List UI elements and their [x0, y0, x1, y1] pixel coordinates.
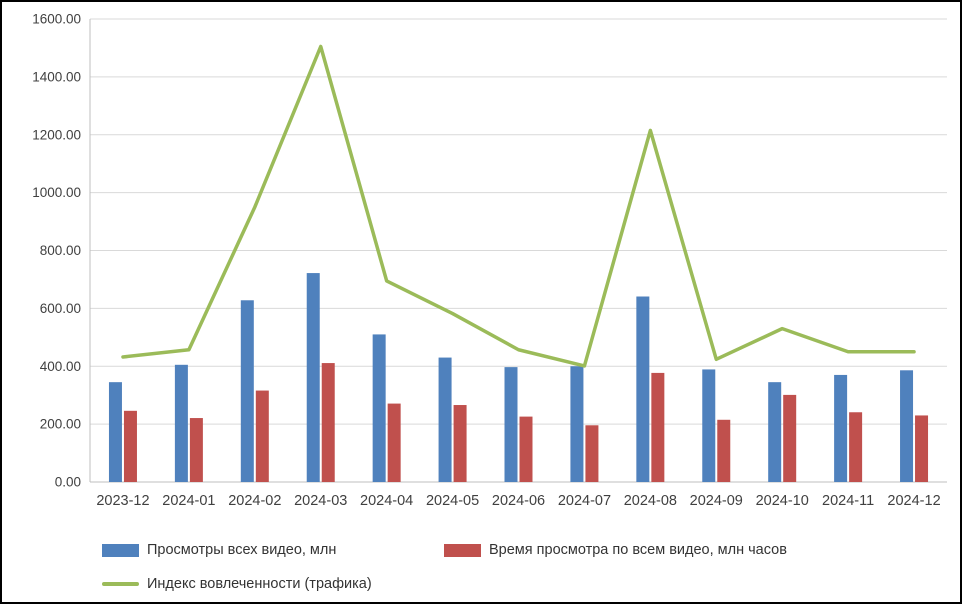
legend-item-watch-time: Время просмотра по всем видео, млн часов	[444, 542, 787, 558]
x-axis-tick-label: 2024-05	[426, 493, 479, 509]
bar-watch-time	[717, 419, 731, 482]
bar-watch-time	[519, 416, 533, 482]
bar-watch-time	[915, 415, 929, 482]
legend-row-2: Индекс вовлеченности (трафика)	[102, 567, 942, 601]
legend-swatch-engagement-icon	[102, 582, 139, 586]
legend-label-engagement: Индекс вовлеченности (трафика)	[147, 576, 372, 592]
y-axis-tick-label: 800.00	[40, 243, 81, 258]
bar-views	[306, 273, 320, 482]
x-axis-tick-label: 2024-08	[624, 493, 677, 509]
bar-views	[240, 300, 254, 482]
legend-item-views: Просмотры всех видео, млн	[102, 542, 444, 558]
bar-watch-time	[849, 412, 863, 482]
bar-views	[570, 366, 584, 482]
y-axis-tick-label: 200.00	[40, 417, 81, 432]
bar-views	[174, 364, 188, 482]
x-axis-tick-label: 2024-06	[492, 493, 545, 509]
x-axis-tick-label: 2024-11	[822, 493, 874, 509]
bar-watch-time	[189, 418, 203, 482]
x-axis-tick-label: 2024-03	[294, 493, 347, 509]
bar-views	[768, 382, 782, 482]
x-axis-tick-label: 2024-09	[690, 493, 743, 509]
legend-label-views: Просмотры всех видео, млн	[147, 542, 337, 558]
bar-views	[504, 367, 518, 482]
x-axis-tick-label: 2024-01	[162, 493, 215, 509]
bar-views	[900, 370, 914, 482]
bar-watch-time	[585, 425, 599, 482]
y-axis-tick-label: 1400.00	[32, 69, 81, 84]
bar-views	[108, 382, 122, 482]
x-axis-tick-label: 2024-02	[228, 493, 281, 509]
y-axis-tick-label: 600.00	[40, 301, 81, 316]
bar-views	[372, 334, 386, 482]
bar-watch-time	[651, 372, 665, 482]
bar-watch-time	[387, 403, 401, 482]
legend-swatch-watch-time-icon	[444, 543, 481, 557]
bar-watch-time	[123, 410, 137, 482]
legend-swatch-views-icon	[102, 543, 139, 557]
y-axis-tick-label: 1600.00	[32, 12, 81, 27]
y-axis-tick-label: 0.00	[55, 475, 81, 490]
bar-views	[636, 296, 650, 482]
bar-watch-time	[321, 363, 335, 482]
bar-watch-time	[255, 390, 269, 482]
bar-views	[834, 374, 848, 482]
y-axis-tick-label: 400.00	[40, 359, 81, 374]
chart-legend: Просмотры всех видео, млн Время просмотр…	[102, 533, 942, 601]
y-axis-tick-label: 1200.00	[32, 127, 81, 142]
bar-watch-time	[453, 405, 467, 482]
combo-chart-canvas: 0.00 200.00 400.00 600.00 800.00 1000.00 1200.…	[32, 12, 947, 509]
x-axis-tick-label: 2024-12	[887, 493, 940, 509]
bar-views	[702, 369, 716, 482]
bar-views	[438, 357, 452, 482]
line-engagement-index	[121, 44, 916, 368]
x-axis-tick-label: 2024-04	[360, 493, 413, 509]
y-axis-tick-label: 1000.00	[32, 185, 81, 200]
legend-item-engagement: Индекс вовлеченности (трафика)	[102, 576, 444, 592]
x-axis-tick-label: 2023-12	[96, 493, 149, 509]
legend-row-1: Просмотры всех видео, млн Время просмотр…	[102, 533, 942, 567]
x-axis-tick-label: 2024-10	[756, 493, 809, 509]
bar-watch-time	[783, 394, 797, 482]
legend-label-watch-time: Время просмотра по всем видео, млн часов	[489, 542, 787, 558]
x-axis-tick-label: 2024-07	[558, 493, 611, 509]
